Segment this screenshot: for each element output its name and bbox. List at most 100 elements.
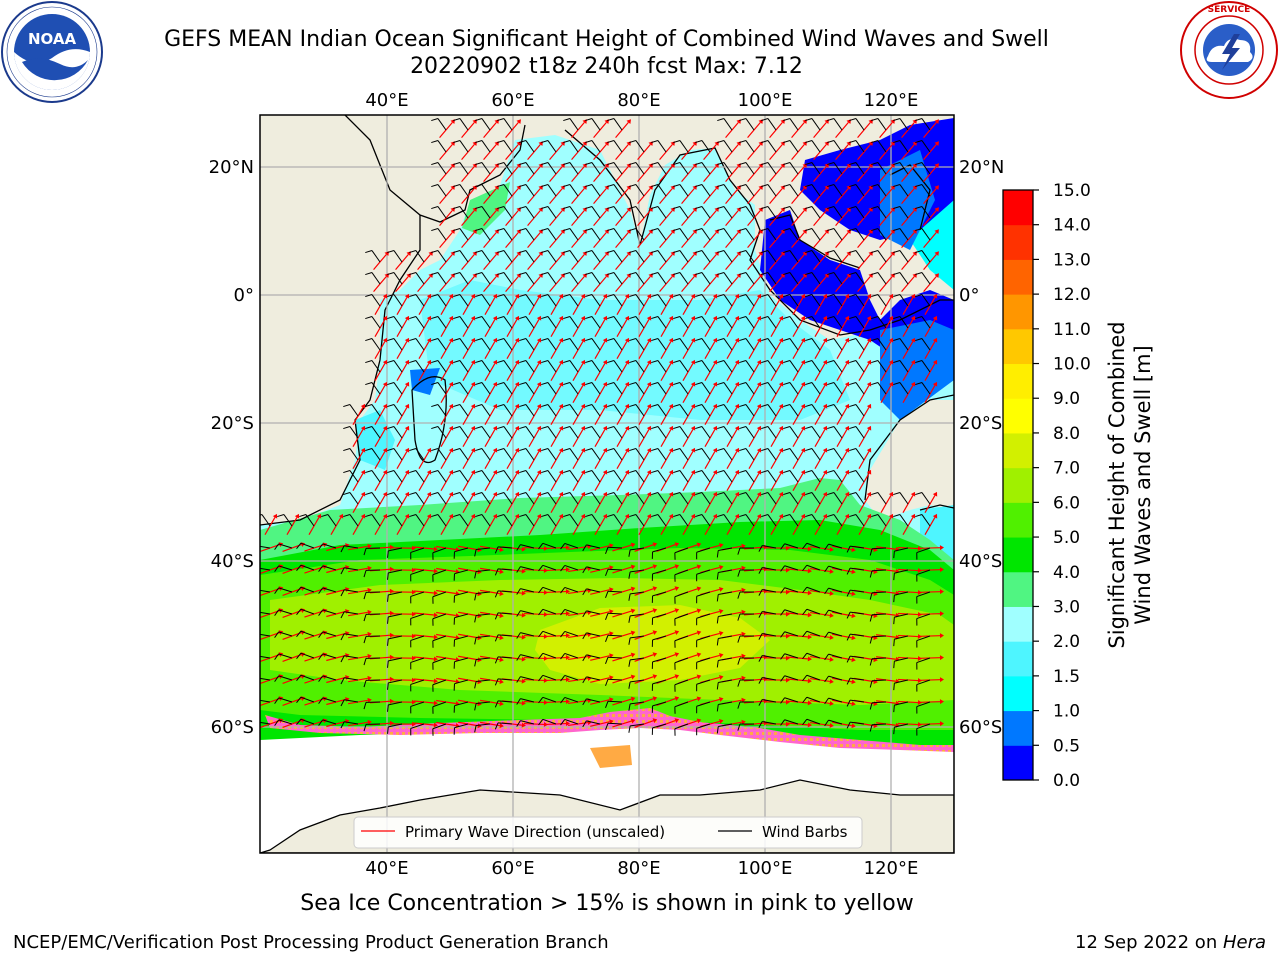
wind-barb-flag — [296, 608, 302, 616]
wind-barb — [762, 544, 777, 549]
wind-barb — [701, 448, 711, 461]
wind-barb — [877, 338, 887, 351]
wind-barb-flag — [871, 492, 879, 496]
wind-barb — [525, 272, 535, 285]
wave-direction-arrowhead — [668, 491, 674, 497]
wave-direction-arrowhead — [829, 546, 834, 552]
wind-barb-flag — [474, 637, 477, 645]
wave-direction-arrowhead — [939, 721, 944, 727]
wind-barb — [371, 470, 381, 483]
wind-barb — [388, 591, 403, 596]
wind-barb — [701, 272, 711, 285]
wind-barb — [723, 272, 733, 285]
wind-barb — [432, 547, 447, 554]
wind-barb — [877, 382, 887, 395]
wind-barb — [871, 591, 887, 594]
wind-barb-flag — [893, 118, 901, 122]
wave-direction-arrowhead — [785, 655, 790, 661]
wave-direction-arrowhead — [866, 337, 872, 343]
wind-barb — [701, 294, 711, 307]
wind-barb-flag — [915, 206, 923, 210]
wave-direction-arrow — [506, 385, 518, 403]
wind-barb-flag — [915, 162, 923, 166]
wind-barb — [718, 613, 733, 618]
wind-barb — [371, 382, 381, 395]
wind-barb-flag — [563, 492, 571, 496]
colorbar-swatch — [1003, 675, 1033, 712]
wind-barb-flag — [475, 162, 483, 166]
wind-barb — [432, 679, 447, 686]
wind-barb-flag — [318, 587, 324, 594]
wave-direction-arrowhead — [411, 721, 416, 727]
wind-barb-flag — [607, 360, 615, 364]
wave-direction-arrowhead — [543, 545, 548, 551]
wind-barb-flag — [761, 316, 769, 320]
wave-direction-arrowhead — [778, 469, 784, 475]
wind-barb-flag — [431, 184, 439, 188]
wind-barb — [723, 250, 733, 263]
wind-barb — [393, 338, 403, 351]
map-area — [260, 115, 954, 853]
wave-direction-arrowhead — [624, 315, 630, 321]
wind-barb-flag — [585, 184, 593, 188]
wind-barb-flag — [893, 595, 895, 603]
wind-barb-flag — [431, 338, 439, 342]
wave-direction-arrowhead — [624, 403, 630, 409]
wind-barb-flag — [761, 470, 769, 474]
lon-tick-top-120e: 120°E — [864, 90, 919, 111]
wind-barb — [520, 654, 535, 659]
wind-barb — [437, 228, 447, 241]
footer-date-text: 12 Sep 2022 on — [1075, 932, 1223, 953]
wind-barb — [520, 632, 535, 637]
wind-barb-flag — [783, 316, 791, 320]
wind-barb-flag — [761, 426, 769, 430]
sea-ice-edge — [265, 708, 954, 752]
wave-direction-arrowhead — [934, 119, 939, 124]
wind-barb — [503, 514, 513, 527]
wind-barb-flag — [758, 633, 763, 640]
wave-direction-arrowhead — [939, 611, 944, 617]
wave-direction-arrowhead — [516, 119, 521, 124]
wind-barb-flag — [893, 514, 901, 518]
wind-barb — [679, 470, 689, 483]
wind-barb — [921, 492, 931, 505]
wave-direction-arrowhead — [536, 359, 542, 365]
wind-barb-flag — [628, 659, 631, 667]
wind-barb-flag — [849, 404, 857, 408]
wind-barb — [564, 674, 579, 681]
wind-barb-flag — [296, 586, 302, 594]
wind-barb — [723, 514, 733, 527]
wind-barb — [833, 228, 843, 241]
wave-direction-arrowhead — [514, 491, 520, 497]
wind-barb-flag — [893, 661, 895, 669]
wind-barb-flag — [475, 140, 483, 144]
wave-direction-arrowhead — [734, 381, 740, 387]
wind-barb-flag — [538, 631, 544, 638]
wind-barb — [767, 338, 777, 351]
wind-barb — [437, 426, 447, 439]
wind-barb-flag — [519, 470, 527, 474]
wind-barb-flag — [363, 636, 367, 644]
wind-barb — [674, 635, 689, 642]
wind-barb-flag — [519, 250, 527, 254]
wave-direction-arrowhead — [934, 207, 939, 212]
wind-barb-flag — [827, 492, 835, 496]
wave-direction-arrowhead — [580, 491, 586, 497]
wave-direction-arrowhead — [851, 657, 856, 663]
wind-barb-flag — [516, 588, 521, 595]
wave-direction-arrowhead — [565, 699, 570, 705]
wind-barb — [701, 360, 711, 373]
wave-direction-arrowhead — [426, 491, 432, 497]
wind-barb — [916, 679, 931, 686]
wind-barb — [833, 404, 843, 417]
colorbar: 0.00.51.01.52.03.04.05.06.07.08.09.010.0… — [1002, 181, 1091, 791]
wind-barb — [789, 206, 799, 219]
wind-barb-flag — [494, 700, 499, 708]
wind-barb — [591, 228, 601, 241]
wind-barb-flag — [651, 514, 659, 518]
wind-barb-flag — [365, 272, 373, 276]
wind-barb-flag — [497, 272, 505, 276]
wind-barb — [498, 634, 513, 637]
wind-barb-flag — [387, 726, 389, 734]
